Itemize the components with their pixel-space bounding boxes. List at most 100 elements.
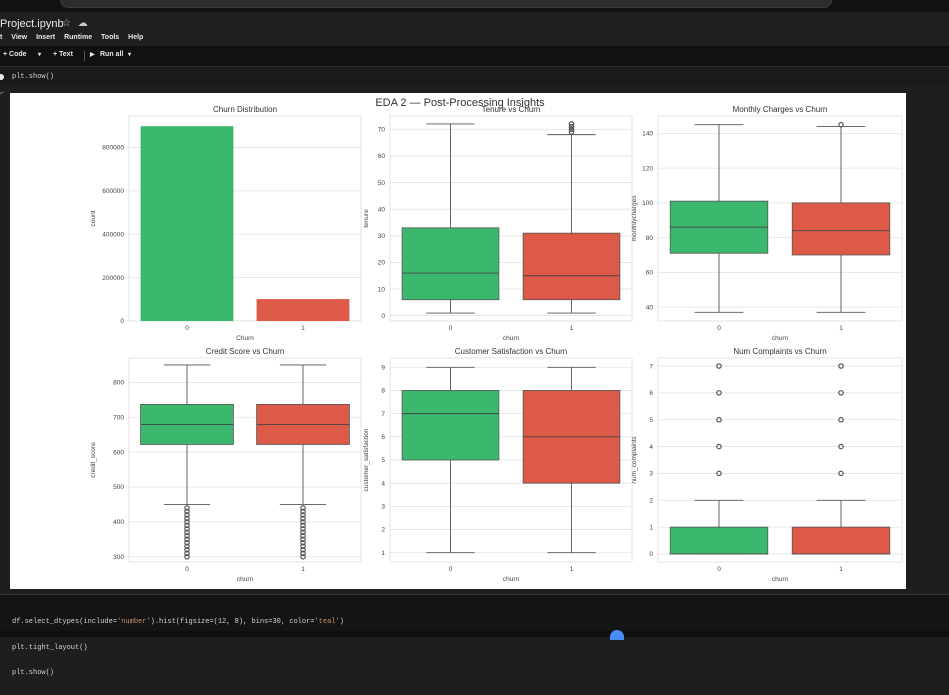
outlier-point — [184, 508, 190, 515]
y-tick-label: 4 — [381, 480, 385, 487]
outlier-point — [568, 123, 575, 130]
code-token: ).hist(figsize=(12, 8), bins=30, color= — [150, 618, 315, 626]
y-axis-label: customer_satisfaction — [363, 428, 370, 491]
address-bar[interactable] — [60, 0, 832, 8]
toolbar-divider — [84, 51, 85, 61]
y-tick-label: 5 — [649, 417, 653, 424]
notebook-title[interactable]: Project.ipynb — [0, 18, 64, 30]
y-tick-label: 100 — [642, 200, 653, 207]
y-tick-label: 60 — [378, 153, 386, 160]
y-tick-label: 0 — [649, 551, 653, 558]
outlier-point — [184, 522, 190, 529]
star-icon[interactable]: ☆ — [62, 18, 71, 29]
y-tick-label: 8 — [381, 388, 385, 395]
outlier-point — [184, 546, 190, 553]
chevron-down-icon[interactable]: ▾ — [38, 52, 42, 58]
outlier-point — [300, 550, 306, 557]
outlier-point — [184, 533, 190, 539]
outlier-point — [300, 529, 306, 536]
code-line-2: plt.tight_layout() — [12, 643, 88, 652]
x-tick-label: 0 — [449, 566, 453, 573]
scroll-indicator[interactable] — [610, 630, 624, 640]
menu-item-tools[interactable]: Tools — [101, 34, 120, 41]
y-tick-label: 2 — [649, 497, 653, 504]
outlier-point — [300, 526, 306, 532]
y-tick-label: 60 — [646, 270, 654, 277]
code-cell-2[interactable]: df.select_dtypes(include='number').hist(… — [0, 594, 949, 677]
x-tick-label: 1 — [839, 566, 843, 573]
code-cell-1-source[interactable]: plt.show() — [12, 73, 55, 81]
subplot-title: Customer Satisfaction vs Churn — [455, 347, 568, 356]
x-tick-label: 1 — [839, 325, 843, 332]
y-tick-label: 20 — [378, 260, 386, 267]
title-icons: ☆ ☁ — [62, 18, 88, 29]
outlier-point — [716, 363, 722, 369]
y-tick-label: 6 — [649, 390, 653, 397]
x-axis-label: churn — [772, 576, 789, 583]
y-tick-label: 200000 — [102, 275, 124, 282]
y-tick-label: 600000 — [102, 188, 124, 195]
x-tick-label: 0 — [717, 325, 721, 332]
x-axis-label: churn — [772, 335, 789, 342]
y-axis-label: credit_score — [90, 442, 97, 478]
subplot-title: Tenure vs Churn — [482, 105, 541, 114]
menu-item-help[interactable]: Help — [128, 34, 144, 41]
outlier-point — [300, 508, 306, 515]
outlier-point — [300, 512, 306, 518]
matplotlib-figure: EDA 2 — Post-Processing Insights 0 200000… — [10, 93, 906, 589]
subplot-title: Num Complaints vs Churn — [733, 347, 826, 356]
outlier-point — [838, 443, 844, 450]
box — [669, 526, 769, 555]
x-axis-label: churn — [503, 576, 520, 583]
outlier-point — [300, 533, 306, 539]
y-tick-label: 6 — [381, 434, 385, 441]
outlier-point — [184, 550, 190, 557]
outlier-point — [300, 546, 306, 553]
x-tick-label: 1 — [570, 566, 574, 573]
menu-item-runtime[interactable]: Runtime — [64, 34, 93, 41]
y-tick-label: 3 — [649, 471, 653, 478]
cloud-icon[interactable]: ☁ — [77, 18, 88, 29]
outlier-point — [184, 543, 190, 550]
y-tick-label: 10 — [378, 286, 386, 293]
outlier-point — [300, 543, 306, 550]
y-axis-label: tenure — [363, 209, 370, 228]
code-cell-2-source[interactable]: df.select_dtypes(include='number').hist(… — [12, 601, 344, 695]
run-cell-icon[interactable] — [0, 73, 6, 81]
outlier-point — [716, 470, 722, 477]
outlier-point — [184, 540, 190, 546]
y-tick-label: 300 — [113, 554, 124, 561]
outlier-point — [184, 515, 190, 522]
run-all-button[interactable]: Run all — [100, 51, 124, 58]
outlier-point — [184, 529, 190, 536]
subplot-title: Churn Distribution — [213, 105, 277, 114]
output-toggle-icon[interactable]: ⌐ — [0, 90, 5, 97]
y-axis-label: count — [90, 210, 97, 226]
outlier-point — [568, 129, 575, 135]
y-tick-label: 400 — [113, 519, 124, 526]
code-cell-1[interactable]: plt.show() — [0, 70, 949, 86]
add-text-button[interactable]: + Text — [53, 51, 73, 58]
outlier-point — [300, 536, 306, 543]
x-tick-label: 0 — [185, 325, 189, 332]
menu-item-view[interactable]: View — [11, 34, 28, 41]
menu-item-insert[interactable]: Insert — [36, 34, 56, 41]
browser-top-strip — [0, 0, 949, 12]
menu-item-edit[interactable]: t — [0, 34, 3, 41]
add-code-button[interactable]: + Code — [3, 51, 27, 58]
outlier-point — [184, 519, 190, 525]
code-string: 'teal' — [314, 618, 340, 626]
outlier-point — [300, 505, 306, 511]
code-token: df.select_dtypes(include= — [12, 618, 118, 626]
menu-bar: t View Insert Runtime Tools Help — [0, 34, 150, 41]
outlier-point — [300, 540, 306, 546]
chevron-down-icon[interactable]: ▾ — [128, 52, 132, 58]
x-tick-label: 1 — [301, 566, 305, 573]
outlier-point — [838, 121, 844, 128]
notebook-header: Project.ipynb ☆ ☁ t View Insert Runtime … — [0, 12, 949, 46]
outlier-point — [838, 470, 844, 477]
y-tick-label: 70 — [378, 127, 386, 134]
outlier-point — [184, 536, 190, 543]
y-tick-label: 120 — [642, 165, 653, 172]
x-tick-label: 0 — [185, 566, 189, 573]
